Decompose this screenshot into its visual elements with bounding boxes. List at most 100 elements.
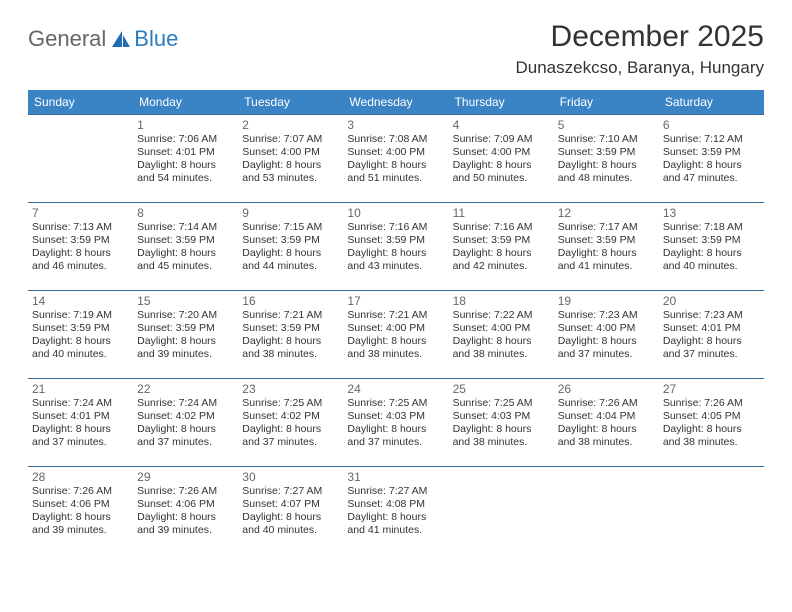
location-label: Dunaszekcso, Baranya, Hungary (515, 58, 764, 78)
sunset-text: Sunset: 4:02 PM (137, 410, 234, 423)
day-info: Sunrise: 7:27 AMSunset: 4:07 PMDaylight:… (242, 485, 339, 538)
daylight-text: Daylight: 8 hours and 37 minutes. (347, 423, 444, 449)
sunrise-text: Sunrise: 7:27 AM (242, 485, 339, 498)
sunrise-text: Sunrise: 7:23 AM (663, 309, 760, 322)
daylight-text: Daylight: 8 hours and 44 minutes. (242, 247, 339, 273)
day-number: 13 (663, 206, 760, 220)
day-info: Sunrise: 7:16 AMSunset: 3:59 PMDaylight:… (453, 221, 550, 274)
day-number: 26 (558, 382, 655, 396)
daylight-text: Daylight: 8 hours and 42 minutes. (453, 247, 550, 273)
day-info: Sunrise: 7:07 AMSunset: 4:00 PMDaylight:… (242, 133, 339, 186)
day-info: Sunrise: 7:13 AMSunset: 3:59 PMDaylight:… (32, 221, 129, 274)
calendar-cell: 4Sunrise: 7:09 AMSunset: 4:00 PMDaylight… (449, 115, 554, 203)
day-info: Sunrise: 7:25 AMSunset: 4:03 PMDaylight:… (347, 397, 444, 450)
calendar-cell: 14Sunrise: 7:19 AMSunset: 3:59 PMDayligh… (28, 291, 133, 379)
daylight-text: Daylight: 8 hours and 38 minutes. (242, 335, 339, 361)
day-info: Sunrise: 7:17 AMSunset: 3:59 PMDaylight:… (558, 221, 655, 274)
sunrise-text: Sunrise: 7:23 AM (558, 309, 655, 322)
sunrise-text: Sunrise: 7:26 AM (32, 485, 129, 498)
sunset-text: Sunset: 4:00 PM (347, 146, 444, 159)
daylight-text: Daylight: 8 hours and 41 minutes. (558, 247, 655, 273)
daylight-text: Daylight: 8 hours and 50 minutes. (453, 159, 550, 185)
day-info: Sunrise: 7:14 AMSunset: 3:59 PMDaylight:… (137, 221, 234, 274)
day-info: Sunrise: 7:25 AMSunset: 4:02 PMDaylight:… (242, 397, 339, 450)
logo-text-general: General (28, 26, 106, 52)
sunset-text: Sunset: 4:06 PM (32, 498, 129, 511)
day-number: 6 (663, 118, 760, 132)
logo: General Blue (28, 26, 178, 52)
calendar-cell: 16Sunrise: 7:21 AMSunset: 3:59 PMDayligh… (238, 291, 343, 379)
day-number: 25 (453, 382, 550, 396)
day-info: Sunrise: 7:20 AMSunset: 3:59 PMDaylight:… (137, 309, 234, 362)
day-info: Sunrise: 7:15 AMSunset: 3:59 PMDaylight:… (242, 221, 339, 274)
day-info: Sunrise: 7:27 AMSunset: 4:08 PMDaylight:… (347, 485, 444, 538)
day-number: 24 (347, 382, 444, 396)
sunrise-text: Sunrise: 7:18 AM (663, 221, 760, 234)
sunrise-text: Sunrise: 7:12 AM (663, 133, 760, 146)
calendar-cell: 7Sunrise: 7:13 AMSunset: 3:59 PMDaylight… (28, 203, 133, 291)
calendar-cell: 8Sunrise: 7:14 AMSunset: 3:59 PMDaylight… (133, 203, 238, 291)
day-info: Sunrise: 7:25 AMSunset: 4:03 PMDaylight:… (453, 397, 550, 450)
calendar-cell: 25Sunrise: 7:25 AMSunset: 4:03 PMDayligh… (449, 379, 554, 467)
sunrise-text: Sunrise: 7:16 AM (453, 221, 550, 234)
daylight-text: Daylight: 8 hours and 48 minutes. (558, 159, 655, 185)
daylight-text: Daylight: 8 hours and 54 minutes. (137, 159, 234, 185)
calendar-cell (554, 467, 659, 555)
daylight-text: Daylight: 8 hours and 37 minutes. (558, 335, 655, 361)
calendar-cell: 27Sunrise: 7:26 AMSunset: 4:05 PMDayligh… (659, 379, 764, 467)
daylight-text: Daylight: 8 hours and 38 minutes. (453, 335, 550, 361)
sunrise-text: Sunrise: 7:26 AM (558, 397, 655, 410)
sunrise-text: Sunrise: 7:21 AM (242, 309, 339, 322)
calendar-cell: 29Sunrise: 7:26 AMSunset: 4:06 PMDayligh… (133, 467, 238, 555)
sunrise-text: Sunrise: 7:24 AM (32, 397, 129, 410)
day-info: Sunrise: 7:26 AMSunset: 4:06 PMDaylight:… (32, 485, 129, 538)
day-number: 19 (558, 294, 655, 308)
day-number: 29 (137, 470, 234, 484)
sunrise-text: Sunrise: 7:27 AM (347, 485, 444, 498)
calendar-cell (659, 467, 764, 555)
day-info: Sunrise: 7:22 AMSunset: 4:00 PMDaylight:… (453, 309, 550, 362)
day-number: 15 (137, 294, 234, 308)
sunset-text: Sunset: 3:59 PM (137, 322, 234, 335)
sunrise-text: Sunrise: 7:24 AM (137, 397, 234, 410)
day-number: 3 (347, 118, 444, 132)
sunset-text: Sunset: 4:05 PM (663, 410, 760, 423)
calendar-table: Sunday Monday Tuesday Wednesday Thursday… (28, 90, 764, 555)
day-number: 2 (242, 118, 339, 132)
calendar-cell: 15Sunrise: 7:20 AMSunset: 3:59 PMDayligh… (133, 291, 238, 379)
calendar-cell: 1Sunrise: 7:06 AMSunset: 4:01 PMDaylight… (133, 115, 238, 203)
calendar-cell: 5Sunrise: 7:10 AMSunset: 3:59 PMDaylight… (554, 115, 659, 203)
daylight-text: Daylight: 8 hours and 37 minutes. (663, 335, 760, 361)
daylight-text: Daylight: 8 hours and 40 minutes. (663, 247, 760, 273)
day-info: Sunrise: 7:09 AMSunset: 4:00 PMDaylight:… (453, 133, 550, 186)
calendar-week-row: 14Sunrise: 7:19 AMSunset: 3:59 PMDayligh… (28, 291, 764, 379)
weekday-header: Thursday (449, 90, 554, 115)
sunset-text: Sunset: 3:59 PM (242, 322, 339, 335)
sunrise-text: Sunrise: 7:13 AM (32, 221, 129, 234)
calendar-cell: 17Sunrise: 7:21 AMSunset: 4:00 PMDayligh… (343, 291, 448, 379)
day-info: Sunrise: 7:19 AMSunset: 3:59 PMDaylight:… (32, 309, 129, 362)
day-info: Sunrise: 7:12 AMSunset: 3:59 PMDaylight:… (663, 133, 760, 186)
day-number: 22 (137, 382, 234, 396)
calendar-cell: 9Sunrise: 7:15 AMSunset: 3:59 PMDaylight… (238, 203, 343, 291)
day-info: Sunrise: 7:21 AMSunset: 3:59 PMDaylight:… (242, 309, 339, 362)
sunset-text: Sunset: 4:01 PM (663, 322, 760, 335)
weekday-header: Tuesday (238, 90, 343, 115)
calendar-cell (449, 467, 554, 555)
sunrise-text: Sunrise: 7:26 AM (663, 397, 760, 410)
logo-text-blue: Blue (134, 26, 178, 52)
calendar-cell: 20Sunrise: 7:23 AMSunset: 4:01 PMDayligh… (659, 291, 764, 379)
daylight-text: Daylight: 8 hours and 39 minutes. (32, 511, 129, 537)
day-info: Sunrise: 7:26 AMSunset: 4:05 PMDaylight:… (663, 397, 760, 450)
sunset-text: Sunset: 4:03 PM (453, 410, 550, 423)
day-number: 21 (32, 382, 129, 396)
sunset-text: Sunset: 4:07 PM (242, 498, 339, 511)
calendar-cell: 31Sunrise: 7:27 AMSunset: 4:08 PMDayligh… (343, 467, 448, 555)
sunset-text: Sunset: 3:59 PM (558, 234, 655, 247)
day-number: 14 (32, 294, 129, 308)
sunset-text: Sunset: 4:00 PM (242, 146, 339, 159)
calendar-cell: 13Sunrise: 7:18 AMSunset: 3:59 PMDayligh… (659, 203, 764, 291)
daylight-text: Daylight: 8 hours and 38 minutes. (347, 335, 444, 361)
sunrise-text: Sunrise: 7:06 AM (137, 133, 234, 146)
sunset-text: Sunset: 3:59 PM (663, 146, 760, 159)
